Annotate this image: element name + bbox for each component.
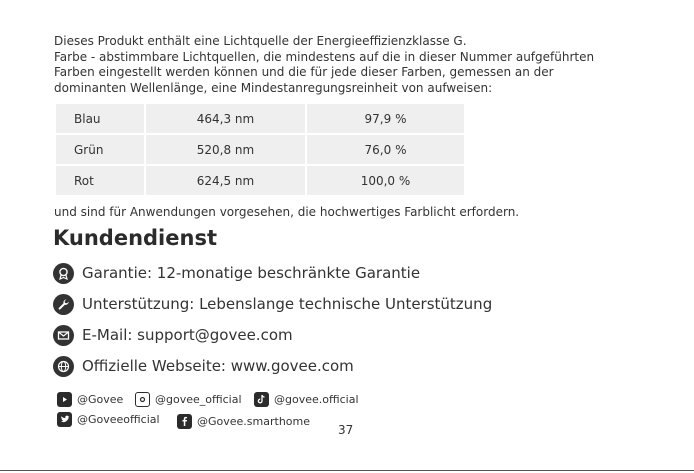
facebook-icon bbox=[177, 413, 192, 429]
tiktok-icon bbox=[254, 391, 269, 407]
website-row: Offizielle Webseite: www.govee.com bbox=[53, 354, 354, 378]
instagram-handle-text: @govee_official bbox=[155, 392, 242, 406]
color-purity-table: Blau 464,3 nm 97,9 % Grün 520,8 nm 76,0 … bbox=[54, 102, 466, 197]
warranty-text: Garantie: 12-monatige beschränkte Garant… bbox=[82, 264, 421, 282]
website-link[interactable]: Offizielle Webseite: www.govee.com bbox=[82, 357, 354, 375]
wavelength-cell: 464,3 nm bbox=[144, 102, 307, 135]
purity-cell: 97,9 % bbox=[305, 102, 466, 135]
intro-line: Farbe - abstimmbare Lichtquellen, die mi… bbox=[54, 49, 595, 64]
twitter-handle-text: @Goveeofficial bbox=[77, 412, 160, 426]
color-cell: Rot bbox=[54, 164, 146, 197]
instagram-handle[interactable]: @govee_official bbox=[135, 390, 242, 408]
envelope-icon bbox=[53, 324, 74, 346]
warranty-badge-icon bbox=[53, 262, 74, 284]
twitter-icon bbox=[57, 411, 72, 427]
page-number: 37 bbox=[338, 423, 354, 437]
instagram-icon bbox=[135, 391, 150, 407]
support-text: Unterstützung: Lebenslange technische Un… bbox=[82, 295, 493, 313]
intro-line: dominanten Wellenlänge, eine Mindestanre… bbox=[54, 80, 493, 95]
facebook-handle[interactable]: @Govee.smarthome bbox=[177, 412, 310, 430]
youtube-handle[interactable]: @Govee bbox=[57, 390, 123, 408]
wavelength-cell: 520,8 nm bbox=[144, 133, 307, 166]
color-cell: Grün bbox=[54, 133, 146, 166]
facebook-handle-text: @Govee.smarthome bbox=[197, 414, 311, 428]
youtube-icon bbox=[57, 391, 72, 407]
purity-cell: 76,0 % bbox=[305, 133, 466, 166]
intro-paragraph: Dieses Produkt enthält eine Lichtquelle … bbox=[54, 34, 654, 96]
support-row: Unterstützung: Lebenslange technische Un… bbox=[53, 292, 492, 316]
intro-line: Dieses Produkt enthält eine Lichtquelle … bbox=[54, 34, 467, 48]
globe-icon bbox=[53, 355, 74, 377]
wrench-icon bbox=[53, 293, 74, 315]
bottom-divider bbox=[0, 470, 694, 471]
email-row: E-Mail: support@govee.com bbox=[53, 323, 293, 347]
tiktok-handle[interactable]: @govee.official bbox=[254, 390, 359, 408]
section-heading: Kundendienst bbox=[53, 226, 217, 250]
tiktok-handle-text: @govee.official bbox=[274, 392, 359, 406]
table-row: Rot 624,5 nm 100,0 % bbox=[54, 164, 466, 197]
youtube-handle-text: @Govee bbox=[77, 392, 124, 406]
email-link[interactable]: E-Mail: support@govee.com bbox=[82, 326, 293, 344]
outro-text: und sind für Anwendungen vorgesehen, die… bbox=[54, 205, 520, 219]
color-cell: Blau bbox=[54, 102, 146, 135]
warranty-row: Garantie: 12-monatige beschränkte Garant… bbox=[53, 261, 420, 285]
intro-line: Farben eingestellt werden können und die… bbox=[54, 65, 554, 79]
twitter-handle[interactable]: @Goveeofficial bbox=[57, 410, 160, 428]
wavelength-cell: 624,5 nm bbox=[144, 164, 307, 197]
table-row: Blau 464,3 nm 97,9 % bbox=[54, 102, 466, 135]
purity-cell: 100,0 % bbox=[305, 164, 466, 197]
table-row: Grün 520,8 nm 76,0 % bbox=[54, 133, 466, 166]
